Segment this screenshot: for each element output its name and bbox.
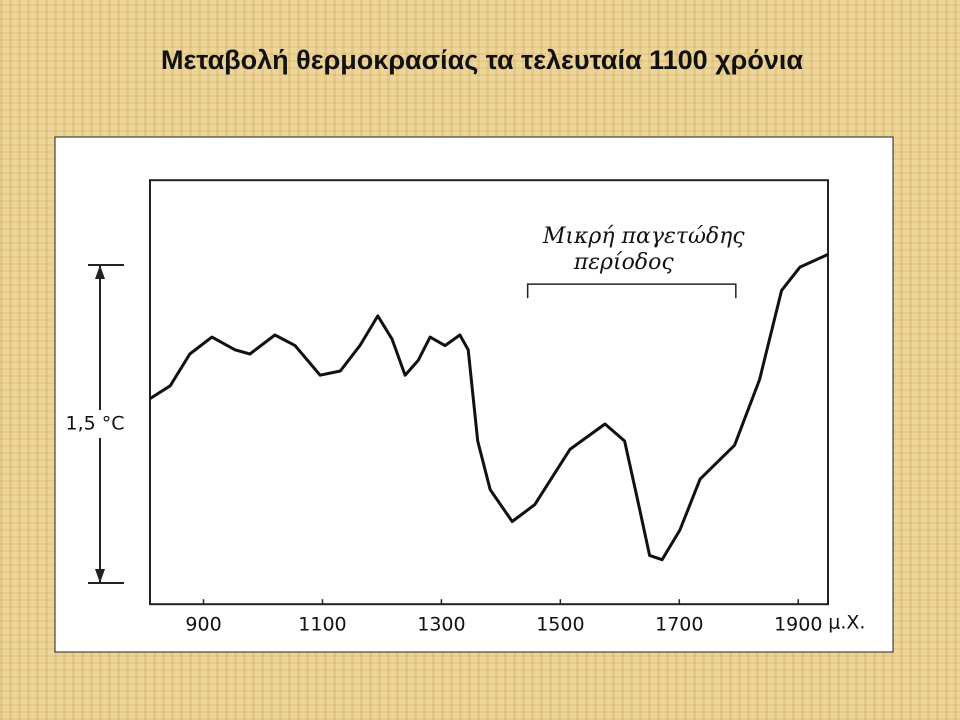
plot-frame [149,179,829,606]
x-tick-label: 1300 [417,614,465,636]
label-gap [60,410,140,438]
temperature-line [149,253,829,562]
x-unit: μ.Χ. [828,612,865,634]
x-tick-label: 1700 [655,614,703,636]
scale-label: 1,5 °C [65,413,124,435]
x-tick-label: 900 [185,614,221,636]
x-tick-label: 1500 [536,614,584,636]
annotation-bracket [526,283,737,299]
arrow-head [95,265,105,279]
arrow-head [95,569,105,583]
annotation-text: Μικρή παγετώδης [542,224,745,249]
annotation-text: περίοδος [573,250,675,275]
x-tick-label: 1100 [298,614,346,636]
chart-title: Μεταβολή θερμοκρασίας τα τελευταία 1100 … [161,45,803,75]
x-tick-label: 1900 [774,614,822,636]
